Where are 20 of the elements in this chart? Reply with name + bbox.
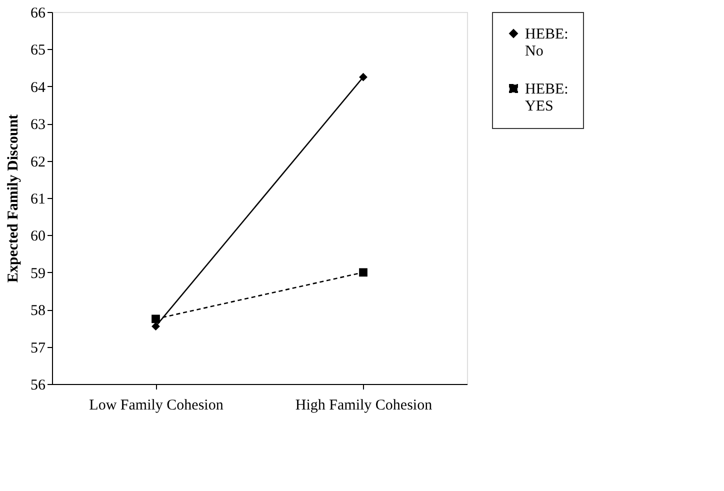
y-tick-label: 62 bbox=[30, 154, 46, 170]
legend-label: HEBE: YES bbox=[525, 82, 568, 114]
legend-label: HEBE: No bbox=[525, 26, 568, 60]
y-tick-label: 57 bbox=[30, 340, 46, 356]
y-tick-label: 66 bbox=[30, 6, 46, 22]
y-tick-label: 60 bbox=[30, 228, 46, 245]
point bbox=[152, 322, 160, 331]
y-tick-label: 56 bbox=[30, 378, 46, 394]
point bbox=[152, 314, 160, 324]
y-tick-label: 59 bbox=[30, 266, 46, 282]
x-tick-label: High Family Cohesion bbox=[295, 398, 433, 414]
point bbox=[359, 268, 368, 277]
y-axis-title: Expected Family Discount bbox=[6, 114, 22, 283]
y-tick-label: 65 bbox=[30, 42, 46, 59]
point bbox=[359, 72, 368, 82]
y-tick-label: 63 bbox=[30, 117, 46, 134]
y-tick-label: 61 bbox=[30, 192, 46, 208]
y-tick-label: 58 bbox=[30, 303, 46, 320]
y-tick-label: 64 bbox=[30, 80, 46, 96]
x-tick-label: Low Family Cohesion bbox=[89, 398, 224, 414]
